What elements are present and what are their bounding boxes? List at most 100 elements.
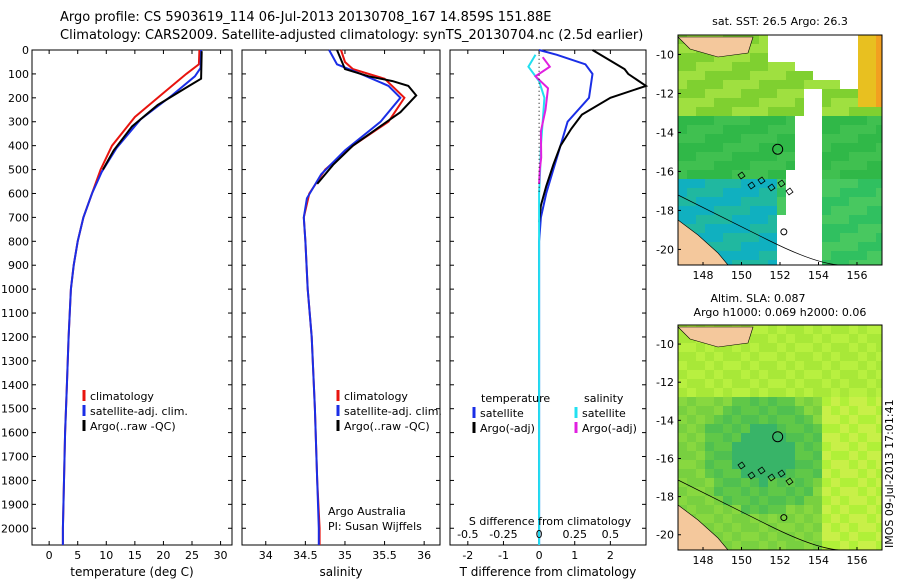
map-cell [768,188,777,197]
map-cell [831,505,840,514]
map-cell [804,98,813,107]
map-cell [741,352,750,361]
map-cell [714,224,723,233]
map-cell [768,134,777,143]
map-cell [795,541,804,550]
map-cell [687,406,696,415]
map-cell [723,53,732,62]
series-line-temperature-2 [102,51,203,171]
y-tick-label: 1600 [1,427,29,440]
map-cell [804,170,813,179]
map-cell [786,62,795,71]
map-cell [840,188,849,197]
map-cell [678,487,687,496]
map-cell [723,370,732,379]
map-cell [876,170,882,179]
reef-outline [777,179,786,188]
figure-title-line1: Argo profile: CS 5903619_114 06-Jul-2013… [60,10,552,25]
map-cell [804,116,813,125]
map-cell [876,260,882,265]
map-cell [687,206,696,215]
map-cell [714,532,723,541]
map-cell [786,388,795,397]
map-cell [813,179,822,188]
map-x-tick-label: 152 [770,554,791,567]
map-cell [696,125,705,134]
map-cell [714,179,723,188]
map-cell [687,215,696,224]
map-cell [723,433,732,442]
map-cell [795,460,804,469]
map-cell [840,260,849,265]
map-cell [741,62,750,71]
map-cell [768,478,777,487]
reef-outline [785,187,794,196]
map-cell [831,179,840,188]
map-cell [876,224,882,233]
map-cell [813,251,822,260]
map-cell [732,496,741,505]
map-cell [813,80,822,89]
map-cell [813,188,822,197]
map-cell [777,107,786,116]
map-cell [786,260,795,265]
map-cell [831,44,840,53]
map-cell [804,478,813,487]
map-cell [723,143,732,152]
map-cell [795,62,804,71]
map-cell [777,233,786,242]
map-cell [714,134,723,143]
legend-label: satellite [582,407,626,420]
map-cell [822,35,831,44]
map-cell [741,379,750,388]
map-cell [768,388,777,397]
map-cell [867,523,876,532]
map-cell [732,361,741,370]
land-new-guinea [677,326,754,348]
map-cell [795,44,804,53]
map-cell [705,352,714,361]
map-cell [876,242,882,251]
map-cell [849,505,858,514]
map-cell [750,71,759,80]
map-y-tick-label: -10 [656,338,674,351]
map-cell [777,125,786,134]
map-y-tick-label: -18 [656,491,674,504]
map-cell [714,478,723,487]
map-cell [714,125,723,134]
map-cell [840,352,849,361]
map-cell [795,71,804,80]
map-cell [732,343,741,352]
map-cell [723,388,732,397]
map-cell [831,370,840,379]
map-cell [696,188,705,197]
map-cell [831,152,840,161]
map-cell [804,433,813,442]
map-cell [750,532,759,541]
map-cell [822,206,831,215]
map-cell [804,233,813,242]
map-cell [687,388,696,397]
map-cell [741,53,750,62]
map-cell [750,370,759,379]
map-cell [858,397,867,406]
map-cell [750,116,759,125]
map-cell [804,62,813,71]
map-cell [687,496,696,505]
map-cell [678,116,687,125]
map-cell [687,143,696,152]
x-tick-label: 5 [74,549,81,562]
map-cell [696,80,705,89]
map-cell [732,215,741,224]
map-y-tick-label: -20 [656,243,674,256]
map-cell [804,143,813,152]
map-cell [714,424,723,433]
map-cell [759,469,768,478]
legend-label: climatology [90,390,154,403]
map-cell [696,89,705,98]
map-cell [714,197,723,206]
map-cell [678,188,687,197]
map-cell [795,206,804,215]
map-cell [876,215,882,224]
map-cell [849,325,858,334]
